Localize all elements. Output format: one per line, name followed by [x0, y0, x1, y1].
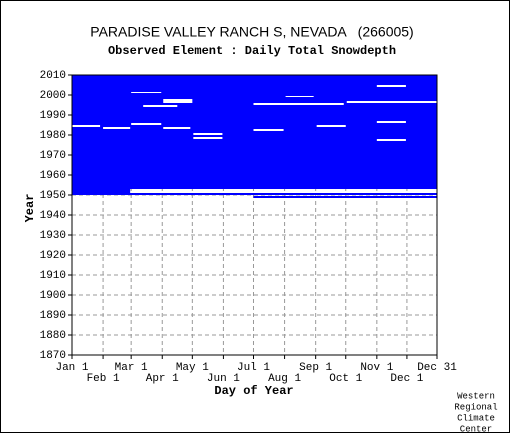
x-tick-label: Jul 1 — [237, 362, 270, 374]
x-tick-label: Mar 1 — [115, 362, 148, 374]
missing-block — [131, 123, 162, 125]
y-tick-label: 1870 — [40, 350, 66, 362]
y-tick-label: 1900 — [40, 290, 66, 302]
missing-block — [163, 99, 193, 103]
observed-block — [72, 193, 437, 195]
y-tick-label: 1930 — [40, 230, 66, 242]
missing-block — [193, 133, 223, 135]
y-tick-label: 1920 — [40, 250, 66, 262]
y-tick-label: 1890 — [40, 310, 66, 322]
x-axis-label: Day of Year — [214, 384, 293, 398]
observed-block — [253, 196, 437, 198]
plot-border — [71, 74, 438, 356]
chart-subtitle: Observed Element : Daily Total Snowdepth — [108, 44, 396, 58]
chart-title: PARADISE VALLEY RANCH S, NEVADA (266005) — [90, 24, 413, 40]
missing-block — [253, 103, 344, 105]
missing-block — [193, 137, 223, 139]
observed-block — [72, 75, 437, 189]
x-tick-label: Jan 1 — [55, 362, 88, 374]
y-tick-label: 1980 — [40, 130, 66, 142]
missing-block — [131, 92, 162, 93]
x-tick-label: Oct 1 — [329, 373, 362, 385]
missing-block — [376, 85, 406, 87]
missing-block — [285, 96, 314, 97]
x-tick-label: Sep 1 — [299, 362, 332, 374]
credit: Center — [460, 424, 492, 433]
y-tick-label: 1970 — [40, 150, 66, 162]
y-tick-label: 1960 — [40, 170, 66, 182]
credit: Regional — [454, 402, 497, 412]
x-tick-label: Aug 1 — [268, 373, 301, 385]
y-tick-label: 1950 — [40, 190, 66, 202]
y-tick-label: 2010 — [40, 70, 66, 82]
missing-block — [346, 101, 437, 103]
missing-block — [72, 125, 101, 127]
y-tick-label: 1940 — [40, 210, 66, 222]
missing-block — [163, 127, 191, 129]
y-tick-label: 1910 — [40, 270, 66, 282]
x-tick-label: May 1 — [176, 362, 209, 374]
missing-block — [103, 127, 131, 129]
credit: Climate — [457, 413, 495, 423]
missing-block — [253, 129, 284, 131]
missing-block — [376, 121, 406, 123]
x-tick-label: Nov 1 — [360, 362, 393, 374]
y-tick-label: 1990 — [40, 110, 66, 122]
missing-block — [376, 139, 406, 141]
y-axis-label: Year — [23, 194, 37, 223]
y-tick-label: 2000 — [40, 90, 66, 102]
missing-block — [143, 105, 178, 107]
x-tick-label: Dec 1 — [390, 373, 423, 385]
x-tick-label: Dec 31 — [417, 362, 457, 374]
observed-block — [72, 189, 131, 193]
credit: Western — [457, 391, 495, 401]
x-tick-label: Jun 1 — [207, 373, 240, 385]
y-tick-label: 1880 — [40, 330, 66, 342]
missing-block — [316, 125, 346, 127]
x-tick-label: Apr 1 — [146, 373, 179, 385]
x-tick-label: Feb 1 — [87, 373, 120, 385]
